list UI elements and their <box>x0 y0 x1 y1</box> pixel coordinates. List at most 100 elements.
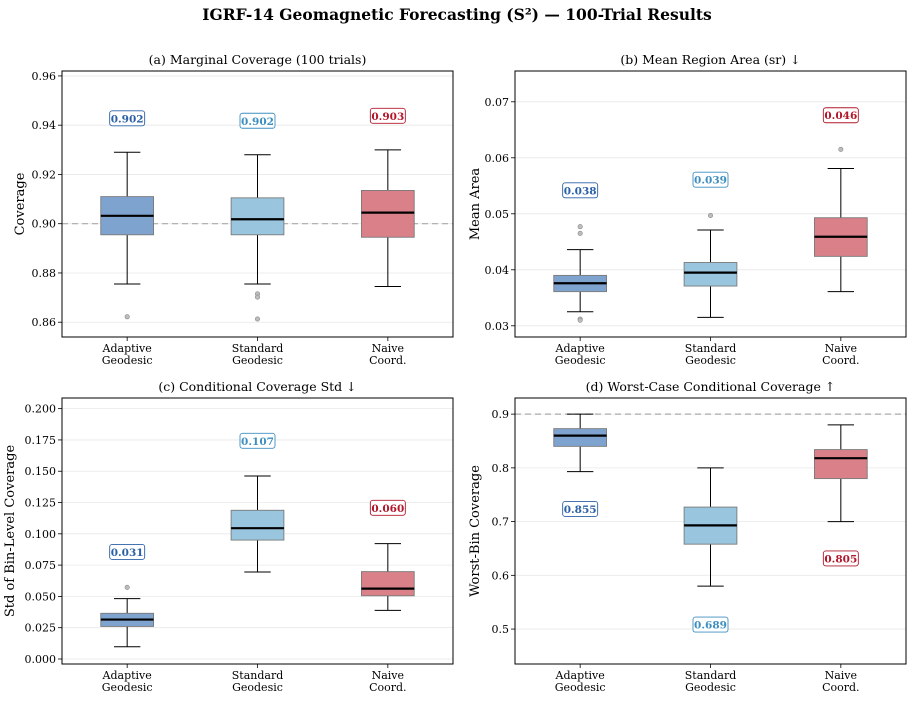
mean-label: 0.903 <box>371 111 404 123</box>
panel-title: (a) Marginal Coverage (100 trials) <box>149 52 367 67</box>
y-tick-label: 0.07 <box>485 96 510 109</box>
x-tick-label: Adaptive Geodesic <box>102 342 153 367</box>
y-tick-label: 0.8 <box>492 462 510 475</box>
box-1 <box>230 509 285 541</box>
x-tick-label-line: Naive <box>825 342 857 355</box>
mean-label: 0.038 <box>564 185 597 197</box>
y-tick-label: 0.050 <box>25 590 57 603</box>
x-tick-label-line: Standard <box>685 342 737 355</box>
mean-label-box <box>822 107 859 124</box>
y-tick-label: 0.175 <box>25 434 57 447</box>
mean-label: 0.902 <box>111 113 144 125</box>
outlier-point <box>707 212 713 218</box>
y-tick-label: 0.5 <box>492 623 510 636</box>
y-tick-label: 0.000 <box>25 653 57 666</box>
panel-title: (b) Mean Region Area (sr) ↓ <box>620 52 800 67</box>
x-tick-label-line: Adaptive <box>102 342 152 355</box>
mean-label: 0.031 <box>111 547 144 559</box>
outlier-point <box>255 316 261 322</box>
x-tick-label-line: Geodesic <box>102 681 153 694</box>
x-tick-label-line: Geodesic <box>685 681 736 694</box>
x-tick-label-line: Adaptive <box>555 669 605 682</box>
y-axis-label: Std of Bin-Level Coverage <box>3 445 18 618</box>
box-0 <box>553 428 608 447</box>
y-tick-label: 0.150 <box>25 465 57 478</box>
y-tick-label: 0.92 <box>32 168 57 181</box>
mean-label-box <box>369 107 406 124</box>
x-tick-label: Adaptive Geodesic <box>102 669 153 694</box>
mean-label: 0.902 <box>241 116 274 128</box>
x-tick-label-line: Standard <box>232 342 284 355</box>
y-tick-label: 0.86 <box>32 316 57 329</box>
x-tick-label-line: Naive <box>372 342 404 355</box>
x-tick-label-line: Standard <box>685 669 737 682</box>
x-tick-label-line: Standard <box>232 669 284 682</box>
mean-label: 0.855 <box>564 504 597 516</box>
y-tick-label: 0.96 <box>32 70 57 83</box>
axes-frame <box>514 397 907 665</box>
x-tick-label: Naive Coord. <box>822 342 859 367</box>
x-tick-label: Standard Geodesic <box>232 342 284 367</box>
x-tick-label: Adaptive Geodesic <box>555 342 606 367</box>
x-tick-label-line: Coord. <box>822 354 859 367</box>
mean-label: 0.060 <box>371 503 404 515</box>
figure-title: IGRF-14 Geomagnetic Forecasting (S²) — 1… <box>202 5 712 24</box>
box-2 <box>813 449 868 480</box>
x-tick-label-line: Geodesic <box>685 354 736 367</box>
mean-label-box <box>562 182 599 199</box>
chart-panel-3: (d) Worst-Case Conditional Coverage ↑ 0.5… <box>468 379 907 694</box>
y-tick-label: 0.03 <box>485 320 510 333</box>
mean-label: 0.689 <box>694 620 727 632</box>
mean-label: 0.046 <box>824 110 857 122</box>
mean-label-box <box>562 501 599 517</box>
mean-label-box <box>692 171 729 188</box>
axes-frame <box>61 397 454 665</box>
y-tick-label: 0.025 <box>25 622 57 635</box>
axes-frame <box>514 70 907 338</box>
outlier-point <box>255 294 261 300</box>
mean-label-box <box>109 544 146 560</box>
x-tick-label-line: Coord. <box>369 354 406 367</box>
y-tick-label: 0.7 <box>492 516 510 529</box>
mean-label: 0.107 <box>241 436 274 448</box>
outlier-point <box>838 146 844 152</box>
mean-label: 0.039 <box>694 175 727 187</box>
mean-label-box <box>822 550 859 567</box>
x-tick-label: Naive Coord. <box>369 669 406 694</box>
mean-label-box <box>369 499 406 516</box>
y-tick-label: 0.125 <box>25 497 57 510</box>
y-tick-label: 0.9 <box>492 408 510 421</box>
x-tick-label-line: Adaptive <box>555 342 605 355</box>
chart-panel-2: (c) Conditional Coverage Std ↓ 0.000 0.025… <box>3 379 454 694</box>
mean-label-box <box>692 616 729 633</box>
box-1 <box>683 262 738 287</box>
x-tick-label-line: Coord. <box>822 681 859 694</box>
y-tick-label: 0.90 <box>32 218 57 231</box>
outlier-point <box>577 224 583 230</box>
outlier-point <box>577 230 583 236</box>
y-axis-label: Worst-Bin Coverage <box>468 465 483 597</box>
y-tick-label: 0.075 <box>25 559 57 572</box>
chart-panel-0: (a) Marginal Coverage (100 trials) 0.86 0.… <box>13 52 454 367</box>
y-tick-label: 0.94 <box>32 119 57 132</box>
mean-label-box <box>239 432 276 449</box>
mean-label: 0.805 <box>824 553 857 565</box>
box-2 <box>360 571 415 597</box>
y-tick-label: 0.88 <box>32 267 57 280</box>
x-tick-label-line: Adaptive <box>102 669 152 682</box>
outlier-point <box>124 584 130 590</box>
axes-frame <box>61 70 454 338</box>
outlier-point <box>577 317 583 323</box>
y-tick-label: 0.100 <box>25 528 57 541</box>
x-tick-label: Standard Geodesic <box>685 669 737 694</box>
panel-title: (c) Conditional Coverage Std ↓ <box>158 379 356 394</box>
box-2 <box>360 190 415 238</box>
x-tick-label: Standard Geodesic <box>685 342 737 367</box>
x-tick-label-line: Geodesic <box>102 354 153 367</box>
y-tick-label: 0.04 <box>485 264 510 277</box>
x-tick-label-line: Geodesic <box>555 681 606 694</box>
y-tick-label: 0.6 <box>492 569 510 582</box>
outlier-point <box>124 314 130 320</box>
mean-label-box <box>109 110 146 127</box>
